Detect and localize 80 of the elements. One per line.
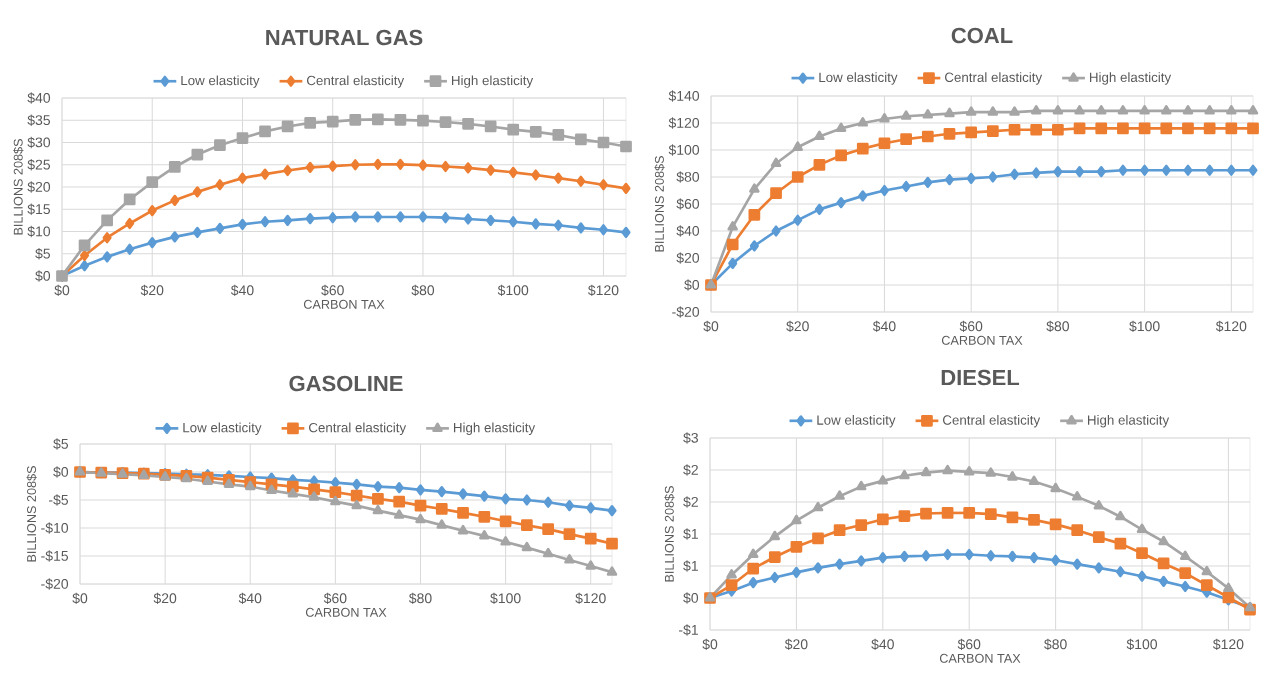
y-tick-label: $20 <box>676 252 700 264</box>
legend-label: Central elasticity <box>307 75 405 88</box>
y-tick-label: $3 <box>683 432 699 444</box>
legend-label: Central elasticity <box>945 72 1043 85</box>
chart-title: COAL <box>951 27 1013 44</box>
x-tick-label: $0 <box>703 320 719 333</box>
x-tick-label: $40 <box>238 592 262 605</box>
x-tick-label: $20 <box>786 320 809 333</box>
legend-label: Central elasticity <box>309 422 407 435</box>
y-tick-label: $20 <box>27 181 51 193</box>
chart-title: NATURAL GAS <box>266 29 423 46</box>
y-tick-label: -$10 <box>41 522 69 534</box>
legend-label: Low elasticity <box>183 422 262 435</box>
legend-label: Low elasticity <box>817 414 896 428</box>
x-axis-title: CARBON TAX <box>303 299 385 309</box>
x-tick-label: $100 <box>490 592 521 605</box>
chart-title: DIESEL <box>941 369 1020 386</box>
y-tick-label: $100 <box>668 144 700 156</box>
x-tick-label: $0 <box>72 592 88 605</box>
x-tick-label: $40 <box>871 638 894 651</box>
x-axis-title: CARBON TAX <box>305 607 387 617</box>
y-tick-label: $120 <box>668 117 700 129</box>
x-tick-label: $80 <box>1046 320 1070 333</box>
x-tick-label: $60 <box>957 638 981 651</box>
x-tick-label: $20 <box>784 638 808 651</box>
y-tick-label: $140 <box>668 90 700 102</box>
x-tick-label: $20 <box>140 284 164 297</box>
x-tick-label: $40 <box>872 320 896 333</box>
y-tick-label: -$1 <box>679 624 698 636</box>
y-tick-label: -$15 <box>41 550 69 562</box>
y-tick-label: $5 <box>35 248 51 260</box>
x-tick-label: $120 <box>1212 638 1244 651</box>
x-axis-title: CARBON TAX <box>939 653 1021 663</box>
legend-label: Low elasticity <box>181 75 260 88</box>
y-tick-label: $15 <box>27 203 51 215</box>
y-tick-label: -$20 <box>41 578 69 590</box>
x-tick-label: $60 <box>959 320 983 333</box>
y-tick-label: $2 <box>683 464 698 476</box>
y-tick-label: $40 <box>27 92 51 104</box>
chart-title: GASOLINE <box>289 375 403 392</box>
y-tick-label: $25 <box>27 159 51 171</box>
y-tick-label: $35 <box>27 114 51 126</box>
y-axis-title: BILLIONS 208$S <box>664 486 675 582</box>
y-tick-label: -$20 <box>672 306 700 318</box>
y-tick-label: $1 <box>683 560 698 572</box>
y-tick-label: $60 <box>676 198 700 210</box>
x-tick-label: $60 <box>321 284 344 297</box>
x-tick-label: $80 <box>408 592 432 605</box>
y-tick-label: $80 <box>676 171 700 183</box>
y-axis-title: BILLIONS 208$S <box>654 156 665 252</box>
y-tick-label: $30 <box>27 136 51 149</box>
x-tick-label: $80 <box>1044 638 1067 651</box>
y-axis-title: BILLIONS 208$S <box>26 466 37 562</box>
y-tick-label: $0 <box>53 466 69 478</box>
legend-label: High elasticity <box>1089 72 1172 85</box>
y-axis-title: BILLIONS 208$S <box>13 139 24 235</box>
y-tick-label: $5 <box>53 438 69 450</box>
y-tick-label: $2 <box>683 496 698 508</box>
x-tick-label: $120 <box>575 592 606 605</box>
x-tick-label: $0 <box>702 638 718 651</box>
legend-label: Low elasticity <box>819 72 898 85</box>
y-tick-label: $0 <box>35 270 51 282</box>
legend-label: High elasticity <box>453 422 536 435</box>
y-tick-label: $1 <box>683 528 698 540</box>
y-tick-label: -$5 <box>49 494 69 506</box>
x-tick-label: $120 <box>588 284 619 297</box>
x-tick-label: $40 <box>230 284 254 297</box>
legend-label: High elasticity <box>451 75 534 88</box>
x-tick-label: $100 <box>1129 320 1160 333</box>
x-tick-label: $100 <box>497 284 529 297</box>
legend-label: High elasticity <box>1087 414 1170 428</box>
y-tick-label: $40 <box>676 225 700 237</box>
x-tick-label: $120 <box>1215 320 1247 333</box>
x-tick-label: $60 <box>323 592 347 605</box>
y-tick-label: $10 <box>27 225 51 238</box>
x-tick-label: $20 <box>153 592 177 605</box>
legend-label: Central elasticity <box>943 414 1041 428</box>
x-tick-label: $100 <box>1126 638 1158 651</box>
x-tick-label: $80 <box>411 284 435 297</box>
x-axis-title: CARBON TAX <box>941 335 1023 345</box>
